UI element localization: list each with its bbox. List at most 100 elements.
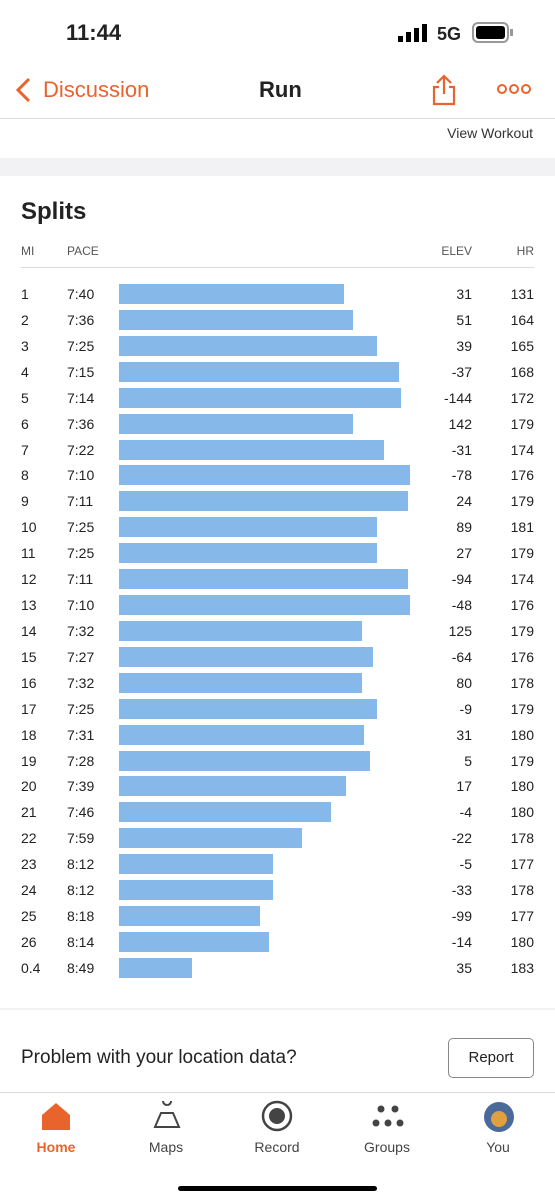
split-mile: 6 xyxy=(21,415,29,432)
split-pace: 8:12 xyxy=(67,882,95,899)
split-pace: 7:11 xyxy=(67,493,94,510)
tab-label[interactable]: Groups xyxy=(364,1139,410,1155)
col-header: PACE xyxy=(67,244,99,258)
report-button[interactable]: Report xyxy=(448,1038,534,1078)
pace-bar xyxy=(119,672,362,693)
back-link[interactable]: Discussion xyxy=(43,77,150,102)
pace-bar xyxy=(119,802,331,823)
split-mile: 8 xyxy=(21,467,29,484)
split-pace: 7:10 xyxy=(67,467,95,484)
record-icon xyxy=(261,1100,293,1132)
split-elev: 24 xyxy=(456,493,472,510)
battery-icon xyxy=(472,22,513,43)
split-hr: 165 xyxy=(510,337,534,354)
split-pace: 7:28 xyxy=(67,752,95,769)
problem-card: Problem with your location data? Report xyxy=(0,1010,555,1092)
split-hr: 178 xyxy=(510,830,534,847)
split-hr: 179 xyxy=(510,752,534,769)
split-elev: -14 xyxy=(451,934,472,950)
pace-bar xyxy=(119,828,303,849)
split-mile: 15 xyxy=(21,648,37,665)
pace-bar xyxy=(119,284,344,304)
split-hr: 179 xyxy=(510,545,534,562)
share-icon[interactable] xyxy=(431,74,457,106)
pace-bar xyxy=(119,413,353,434)
split-mile: 19 xyxy=(21,752,37,769)
split-pace: 8:49 xyxy=(67,959,95,976)
pace-bar xyxy=(119,595,410,616)
groups-icon xyxy=(372,1105,404,1127)
split-hr: 164 xyxy=(510,311,534,328)
split-pace: 8:12 xyxy=(67,856,95,873)
split-mile: 24 xyxy=(21,882,37,899)
view-workout[interactable]: View Workout xyxy=(447,125,533,141)
split-hr: 172 xyxy=(510,389,534,406)
divider xyxy=(0,118,555,119)
split-elev: -64 xyxy=(451,648,472,665)
split-mile: 17 xyxy=(21,700,37,717)
tab-label[interactable]: Record xyxy=(254,1139,300,1155)
tab-label[interactable]: Maps xyxy=(148,1139,184,1155)
split-elev: -9 xyxy=(459,700,472,717)
split-elev: -37 xyxy=(451,363,472,380)
split-elev: 17 xyxy=(456,778,472,795)
split-elev: 39 xyxy=(456,337,472,354)
pace-bar xyxy=(119,543,377,564)
pace-bar xyxy=(119,620,362,641)
split-mile: 5 xyxy=(21,389,29,406)
split-hr: 183 xyxy=(510,959,534,976)
header xyxy=(0,0,555,158)
split-hr: 179 xyxy=(510,700,534,717)
split-hr: 179 xyxy=(510,493,534,510)
back-icon[interactable] xyxy=(14,76,34,104)
status-time: 11:44 xyxy=(66,20,122,45)
split-mile: 14 xyxy=(21,622,37,639)
split-mile: 22 xyxy=(21,830,37,847)
col-header: MI xyxy=(21,244,35,258)
split-pace: 7:25 xyxy=(67,337,95,354)
split-hr: 179 xyxy=(510,415,534,432)
split-elev: -4 xyxy=(459,804,472,821)
split-hr: 180 xyxy=(510,934,534,950)
split-mile: 9 xyxy=(21,493,29,510)
signal-icon xyxy=(398,24,427,42)
tab-label[interactable]: You xyxy=(486,1139,510,1155)
split-pace: 7:27 xyxy=(67,648,95,665)
split-elev: 35 xyxy=(456,959,472,976)
split-elev: 31 xyxy=(456,286,472,302)
pace-bar xyxy=(119,932,270,952)
split-hr: 181 xyxy=(510,519,534,536)
split-pace: 7:59 xyxy=(67,830,95,847)
split-elev: 89 xyxy=(456,519,472,536)
split-hr: 178 xyxy=(510,674,534,691)
splits-title: Splits xyxy=(21,198,87,225)
split-elev: 51 xyxy=(456,311,472,328)
pace-bar xyxy=(119,465,410,486)
pace-bar xyxy=(119,698,377,719)
split-hr: 177 xyxy=(510,856,534,873)
split-elev: -5 xyxy=(459,856,472,873)
col-header: ELEV xyxy=(441,244,472,258)
tab-label[interactable]: Home xyxy=(36,1139,76,1155)
split-mile: 3 xyxy=(21,337,29,354)
maps-icon xyxy=(153,1101,181,1128)
split-elev: 27 xyxy=(456,545,472,562)
pace-bar xyxy=(119,880,274,901)
split-mile: 2 xyxy=(21,311,29,328)
split-elev: -48 xyxy=(451,597,472,614)
split-pace: 7:46 xyxy=(67,804,95,821)
split-mile: 25 xyxy=(21,908,37,925)
split-elev: -99 xyxy=(451,908,472,925)
split-mile: 16 xyxy=(21,674,37,691)
pace-bar xyxy=(119,309,353,330)
more-icon[interactable] xyxy=(497,83,531,95)
problem-text: Problem with your location data? xyxy=(21,1047,297,1068)
split-elev: -94 xyxy=(451,571,472,588)
pace-bar xyxy=(119,854,274,875)
split-pace: 7:25 xyxy=(67,700,95,717)
pace-bar xyxy=(119,387,402,408)
home-indicator xyxy=(178,1186,377,1191)
pace-bar xyxy=(119,646,373,667)
pace-bar xyxy=(119,906,261,927)
split-hr: 176 xyxy=(510,648,534,665)
